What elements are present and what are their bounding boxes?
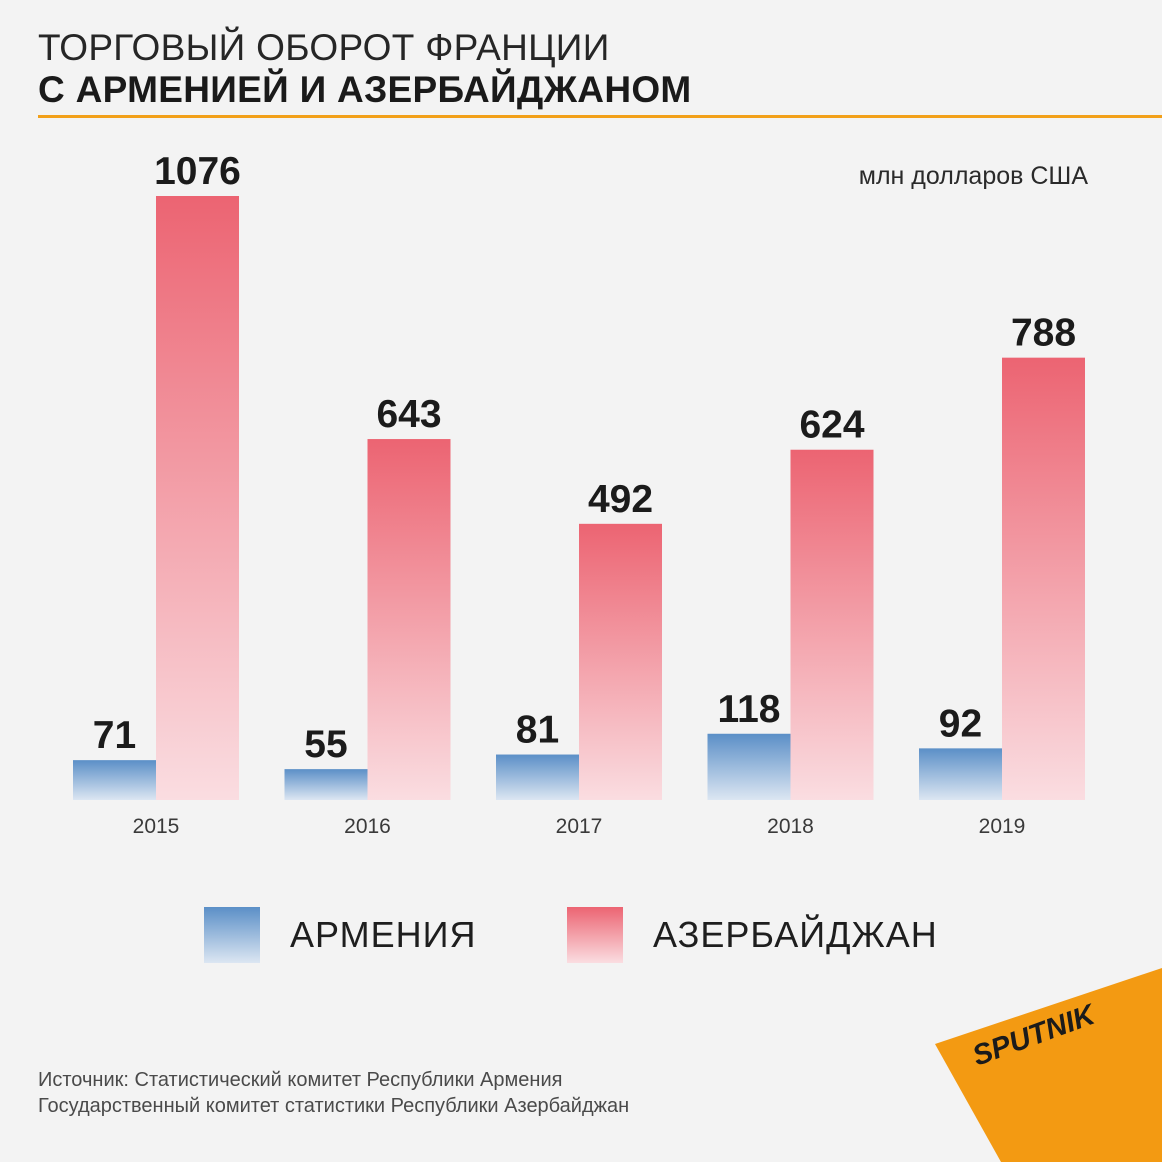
legend-swatch-azerbaijan [567, 907, 623, 963]
bar-azerbaijan-2019 [1002, 357, 1085, 800]
source-note: Источник: Статистический комитет Республ… [38, 1067, 629, 1119]
unit-label: млн долларов США [858, 162, 1088, 190]
sputnik-logo-icon: SPUTNIK [935, 968, 1162, 1162]
x-tick-label-2015: 2015 [133, 815, 180, 838]
bars-group: 71 1076 2015 55 643 2016 81 492 2017 118 624 2018 92… [73, 150, 1085, 838]
bar-azerbaijan-2018 [790, 449, 874, 800]
x-tick-label-2019: 2019 [979, 815, 1026, 838]
source-line-1: Источник: Статистический комитет Республ… [38, 1069, 563, 1091]
x-tick-label-2017: 2017 [556, 815, 603, 838]
legend-item-armenia: АРМЕНИЯ [204, 907, 477, 963]
data-label-azerbaijan-2018: 624 [799, 404, 864, 447]
data-label-azerbaijan-2016: 643 [376, 393, 441, 436]
title-line-1: ТОРГОВЫЙ ОБОРОТ ФРАНЦИИ [38, 27, 610, 68]
bar-armenia-2018 [707, 733, 791, 800]
bar-azerbaijan-2017 [579, 523, 662, 800]
data-label-armenia-2017: 81 [516, 709, 559, 752]
bar-armenia-2015 [73, 760, 156, 800]
data-label-armenia-2018: 118 [718, 688, 781, 731]
bar-armenia-2016 [284, 769, 368, 800]
title-underline [38, 115, 1162, 118]
legend-swatch-armenia [204, 907, 260, 963]
data-label-azerbaijan-2017: 492 [588, 478, 653, 521]
bar-azerbaijan-2015 [156, 196, 239, 800]
legend-item-azerbaijan: АЗЕРБАЙДЖАН [567, 907, 938, 963]
legend-label-azerbaijan: АЗЕРБАЙДЖАН [653, 914, 938, 955]
legend-label-armenia: АРМЕНИЯ [290, 914, 477, 955]
data-label-azerbaijan-2015: 1076 [154, 150, 241, 193]
x-tick-label-2018: 2018 [767, 815, 814, 838]
data-label-armenia-2016: 55 [304, 723, 347, 766]
title-line-2: С АРМЕНИЕЙ И АЗЕРБАЙДЖАНОМ [38, 69, 692, 110]
bar-armenia-2019 [919, 748, 1002, 800]
data-label-armenia-2019: 92 [939, 702, 982, 745]
chart-title: ТОРГОВЫЙ ОБОРОТ ФРАНЦИИ С АРМЕНИЕЙ И АЗЕ… [38, 28, 692, 112]
legend: АРМЕНИЯ АЗЕРБАЙДЖАН [0, 907, 1162, 967]
source-line-2: Государственный комитет статистики Респу… [38, 1095, 630, 1117]
x-tick-label-2016: 2016 [344, 815, 391, 838]
bar-azerbaijan-2016 [367, 439, 451, 800]
bar-armenia-2017 [496, 754, 579, 800]
data-label-azerbaijan-2019: 788 [1011, 312, 1076, 355]
bar-chart: 71 1076 2015 55 643 2016 81 492 2017 118 624 2018 92… [73, 150, 1085, 838]
data-label-armenia-2015: 71 [93, 714, 136, 757]
